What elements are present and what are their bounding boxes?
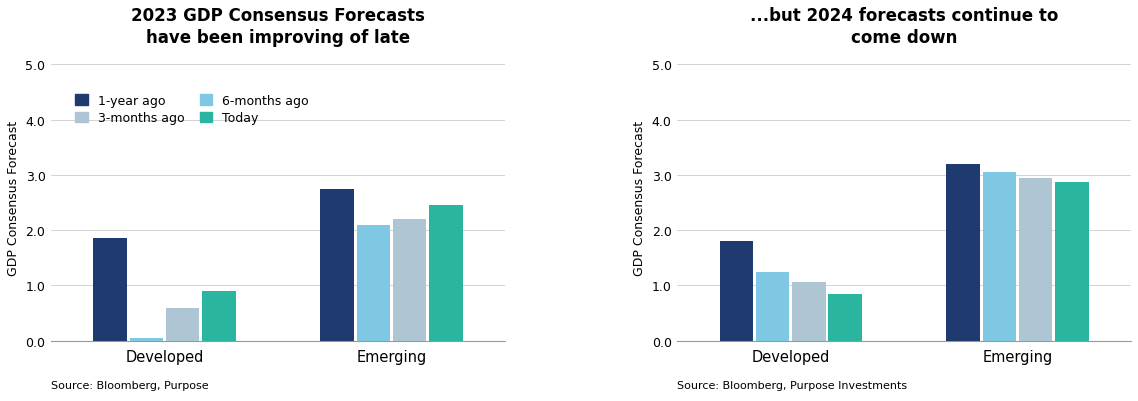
- Bar: [93, 239, 126, 341]
- Bar: [947, 164, 980, 341]
- Bar: [393, 219, 427, 341]
- Bar: [1019, 178, 1053, 341]
- Text: Source: Bloomberg, Purpose: Source: Bloomberg, Purpose: [51, 380, 208, 390]
- Bar: [320, 189, 354, 341]
- Legend: 1-year ago, 3-months ago, 6-months ago, Today: 1-year ago, 3-months ago, 6-months ago, …: [75, 95, 308, 125]
- Bar: [828, 294, 861, 341]
- Bar: [130, 338, 163, 341]
- Bar: [719, 241, 753, 341]
- Bar: [356, 225, 390, 341]
- Y-axis label: GDP Consensus Forecast: GDP Consensus Forecast: [633, 120, 646, 275]
- Bar: [429, 206, 462, 341]
- Title: ...but 2024 forecasts continue to
come down: ...but 2024 forecasts continue to come d…: [750, 7, 1058, 47]
- Bar: [983, 173, 1016, 341]
- Bar: [792, 282, 825, 341]
- Title: 2023 GDP Consensus Forecasts
have been improving of late: 2023 GDP Consensus Forecasts have been i…: [131, 7, 424, 47]
- Text: Source: Bloomberg, Purpose Investments: Source: Bloomberg, Purpose Investments: [677, 380, 907, 390]
- Bar: [1055, 182, 1089, 341]
- Bar: [203, 291, 236, 341]
- Bar: [166, 308, 199, 341]
- Y-axis label: GDP Consensus Forecast: GDP Consensus Forecast: [7, 120, 20, 275]
- Bar: [756, 272, 790, 341]
